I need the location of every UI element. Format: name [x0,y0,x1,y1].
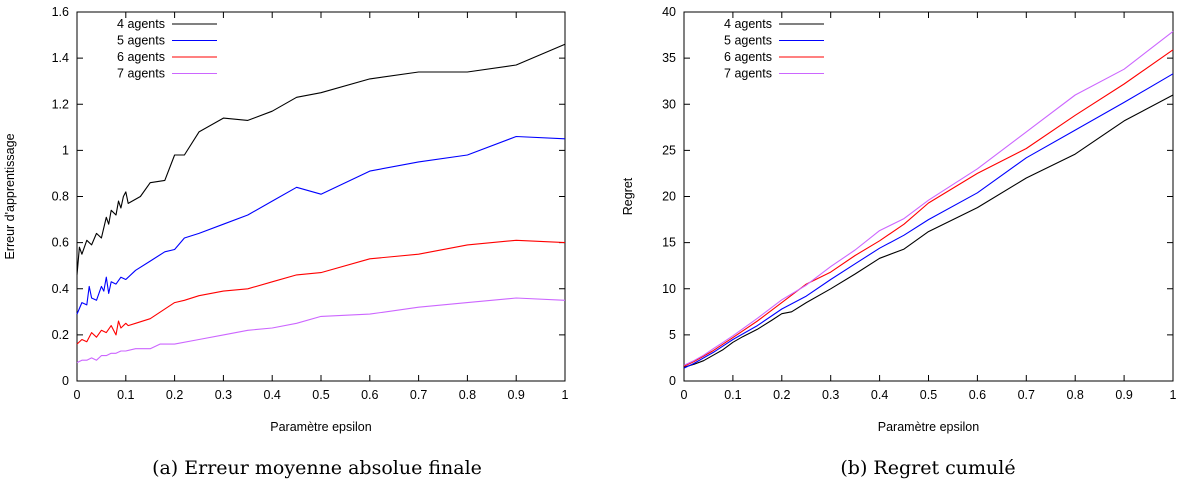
legend-label: 4 agents [117,17,165,31]
y-axis-title: Erreur d'apprentissage [3,133,17,259]
y-tick-label: 0.4 [52,282,69,296]
x-tick-label: 1 [562,388,569,402]
figure-caption: (b) Regret cumulé [840,457,1015,479]
x-tick-label: 0.2 [166,388,183,402]
x-tick-label: 0.6 [969,388,986,402]
y-tick-label: 35 [662,51,676,65]
series-line-5-agents [76,135,566,315]
x-tick-label: 1 [1170,388,1177,402]
series-line-6-agents [76,239,566,345]
y-tick-label: 1 [62,143,69,157]
y-tick-label: 1.6 [52,5,69,19]
x-tick-label: 0.5 [920,388,937,402]
x-tick-label: 0.3 [822,388,839,402]
x-axis-title: Paramètre epsilon [270,420,371,434]
y-tick-label: 0 [62,374,69,388]
y-tick-label: 0.6 [52,236,69,250]
x-tick-label: 0.8 [459,388,476,402]
y-tick-label: 1.4 [52,51,69,65]
figure-caption: (a) Erreur moyenne absolue finale [152,457,482,479]
y-tick-label: 0 [669,374,676,388]
x-tick-label: 0.9 [1115,388,1132,402]
series-line-5-agents [683,73,1174,369]
y-tick-label: 30 [662,97,676,111]
x-tick-label: 0.8 [1067,388,1084,402]
x-tick-label: 0.1 [117,388,134,402]
x-tick-label: 0.9 [508,388,525,402]
series-line-4-agents [683,94,1174,368]
y-tick-label: 25 [662,143,676,157]
y-tick-label: 10 [662,282,676,296]
chart-b: 0 0.1 0.2 0.3 0.4 0.5 0.6 0.7 0.8 0.9 105101520253… [621,5,1177,479]
legend-label: 7 agents [724,67,772,81]
x-tick-label: 0.7 [1018,388,1035,402]
x-tick-label: 0.2 [773,388,790,402]
y-tick-label: 0.8 [52,190,69,204]
legend-label: 4 agents [724,17,772,31]
series-line-4-agents [76,43,566,275]
x-tick-label: 0.5 [312,388,329,402]
x-tick-label: 0.1 [724,388,741,402]
y-tick-label: 15 [662,236,676,250]
x-tick-label: 0.7 [410,388,427,402]
x-tick-label: 0 [74,388,81,402]
legend-label: 7 agents [117,67,165,81]
x-tick-label: 0.3 [215,388,232,402]
x-axis-title: Paramètre epsilon [878,420,979,434]
y-tick-label: 5 [669,328,676,342]
x-tick-label: 0.4 [871,388,888,402]
legend-label: 5 agents [117,34,165,48]
x-tick-label: 0.6 [361,388,378,402]
chart-a: 0 0.1 0.2 0.3 0.4 0.5 0.6 0.7 0.8 0.9 1 0 0.2 0.4 0.6 0… [3,5,569,479]
y-tick-label: 40 [662,5,676,19]
legend-label: 5 agents [724,34,772,48]
series-line-6-agents [683,49,1174,367]
y-tick-label: 20 [662,190,676,204]
legend-label: 6 agents [724,50,772,64]
legend-label: 6 agents [117,50,165,64]
y-tick-label: 0.2 [52,328,69,342]
y-tick-label: 1.2 [52,97,69,111]
y-axis-title: Regret [621,177,635,215]
x-tick-label: 0.4 [264,388,281,402]
series-line-7-agents [76,297,566,364]
series-line-7-agents [683,30,1174,366]
x-tick-label: 0 [681,388,688,402]
